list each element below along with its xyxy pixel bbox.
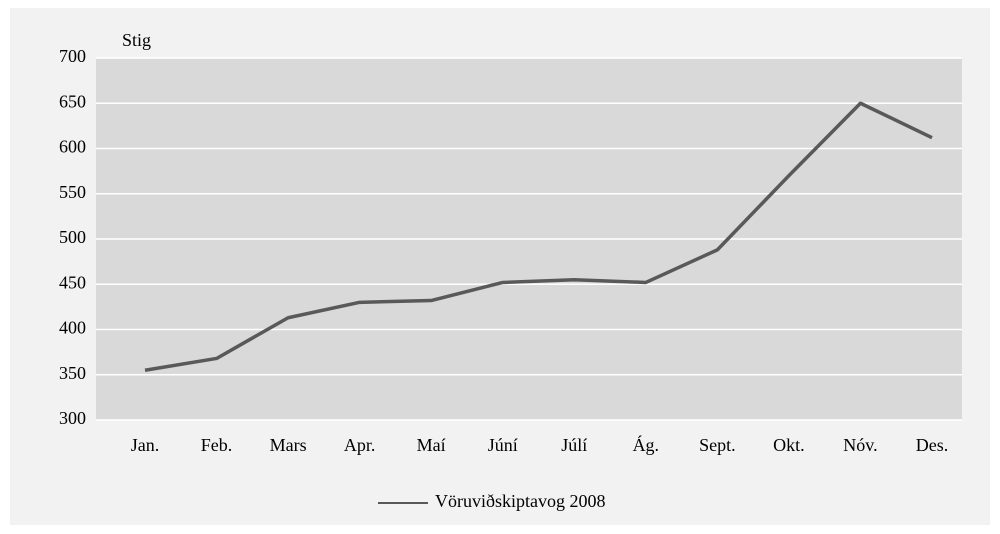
y-tick-label: 300 [59,408,86,428]
y-tick-label: 500 [59,227,86,247]
x-tick-label: Jan. [131,435,160,455]
y-tick-label: 350 [59,363,86,383]
y-tick-label: 450 [59,272,86,292]
y-tick-label: 650 [59,91,86,111]
y-tick-label: 550 [59,182,86,202]
x-tick-label: Júlí [561,435,587,455]
legend-label: Vöruviðskiptavog 2008 [435,491,606,511]
x-tick-label: Ág. [633,434,660,455]
y-tick-label: 700 [59,46,86,66]
x-tick-label: Mars [270,435,307,455]
x-tick-label: Maí [417,435,446,455]
x-tick-label: Des. [916,435,949,455]
y-axis-label: Stig [122,30,151,50]
x-tick-label: Sept. [699,435,736,455]
x-tick-label: Júní [488,435,518,455]
x-tick-label: Feb. [201,435,233,455]
x-tick-label: Nóv. [843,435,877,455]
x-tick-label: Okt. [773,435,805,455]
y-tick-label: 400 [59,318,86,338]
x-tick-label: Apr. [344,435,376,455]
line-series [144,101,933,372]
y-tick-label: 600 [59,137,86,157]
